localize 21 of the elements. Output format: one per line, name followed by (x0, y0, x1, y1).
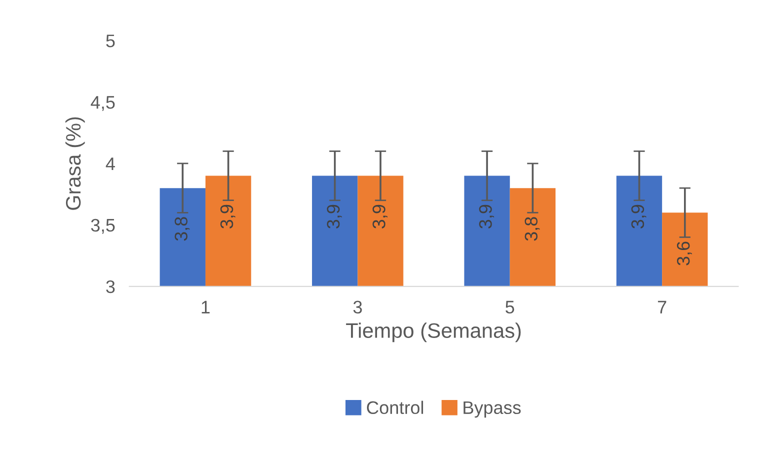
y-tick-label: 3,5 (91, 218, 115, 234)
x-tick-label: 1 (202, 300, 210, 314)
y-tick-label: 4,5 (90, 96, 115, 111)
data-label: 3,9 (220, 204, 236, 228)
data-label: 3,8 (524, 217, 540, 241)
y-tick-label: 4 (106, 158, 115, 170)
x-tick-label: 7 (658, 300, 666, 314)
legend-label: Bypass (464, 401, 521, 418)
legend-label: Control (366, 400, 424, 414)
data-label: 3,9 (479, 204, 494, 228)
x-tick-label: 5 (506, 300, 514, 314)
data-label: 3,9 (372, 204, 388, 228)
x-axis-title: Tiempo (Semanas) (346, 322, 521, 342)
y-tick-label: 5 (106, 34, 115, 48)
data-label: 3,6 (676, 242, 692, 266)
data-label: 3,8 (174, 217, 190, 241)
x-tick-label: 3 (353, 300, 362, 314)
data-label: 3,9 (631, 204, 646, 228)
data-label: 3,9 (326, 204, 342, 228)
y-axis-title: Grasa (%) (65, 117, 85, 210)
y-tick-label: 3 (106, 280, 115, 294)
